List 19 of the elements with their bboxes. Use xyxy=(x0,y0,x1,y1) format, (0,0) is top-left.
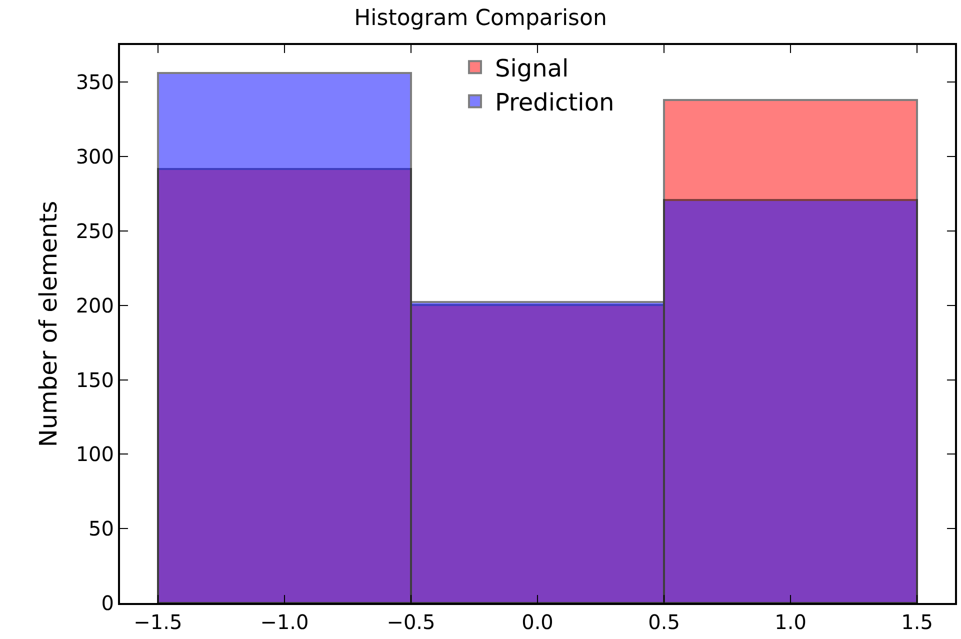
x-tick-label: 1.0 xyxy=(774,610,806,634)
y-tick-label: 350 xyxy=(76,70,114,94)
x-tick-label: −1.0 xyxy=(260,610,309,634)
y-tick-label: 50 xyxy=(88,516,114,541)
y-tick-label: 150 xyxy=(76,368,114,392)
x-tick-label: 1.5 xyxy=(901,610,933,634)
y-tick-label: 100 xyxy=(76,442,114,466)
y-tick-label: 250 xyxy=(76,219,114,243)
y-tick-label: 200 xyxy=(76,293,114,318)
y-tick-label: 300 xyxy=(76,144,114,169)
chart-title: Histogram Comparison xyxy=(354,6,607,31)
x-tick-label: 0.5 xyxy=(648,610,680,634)
x-tick-label: −1.5 xyxy=(134,610,182,634)
legend-label: Prediction xyxy=(495,88,614,117)
x-tick-label: 0.0 xyxy=(522,610,554,634)
y-axis-title: Number of elements xyxy=(34,200,62,448)
x-tick-label: −0.5 xyxy=(386,610,436,634)
y-tick-label: 0 xyxy=(101,591,114,615)
legend-label: Signal xyxy=(495,54,569,82)
